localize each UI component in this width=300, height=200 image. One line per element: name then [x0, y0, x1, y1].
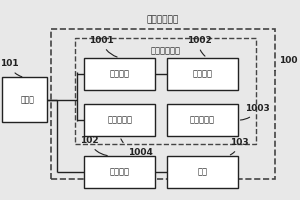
Text: 1001: 1001: [89, 36, 117, 57]
Text: 温度传感器: 温度传感器: [107, 116, 132, 125]
Bar: [84, 104, 155, 136]
Bar: [84, 156, 155, 188]
Bar: [167, 58, 238, 90]
Text: 102: 102: [80, 136, 107, 156]
Text: 电池包装膜: 电池包装膜: [190, 116, 215, 125]
Bar: [167, 156, 238, 188]
Text: 100: 100: [275, 56, 297, 71]
Text: 1004: 1004: [121, 139, 152, 157]
Bar: [75, 38, 256, 144]
Text: 充电电路: 充电电路: [110, 168, 130, 177]
Text: 加热控制电路: 加热控制电路: [151, 46, 181, 55]
Text: 处理器: 处理器: [21, 95, 34, 104]
Bar: [167, 104, 238, 136]
Text: 1002: 1002: [187, 36, 211, 56]
Text: 电池: 电池: [197, 168, 207, 177]
Text: 1003: 1003: [240, 104, 270, 120]
Text: 103: 103: [230, 138, 248, 155]
Text: 101: 101: [0, 59, 22, 77]
Text: 加热控制电路: 加热控制电路: [147, 15, 179, 24]
Text: 加热电路: 加热电路: [192, 69, 212, 78]
Text: 开关电路: 开关电路: [110, 69, 130, 78]
Bar: [84, 58, 155, 90]
Bar: [2, 77, 47, 122]
Bar: [51, 29, 275, 179]
